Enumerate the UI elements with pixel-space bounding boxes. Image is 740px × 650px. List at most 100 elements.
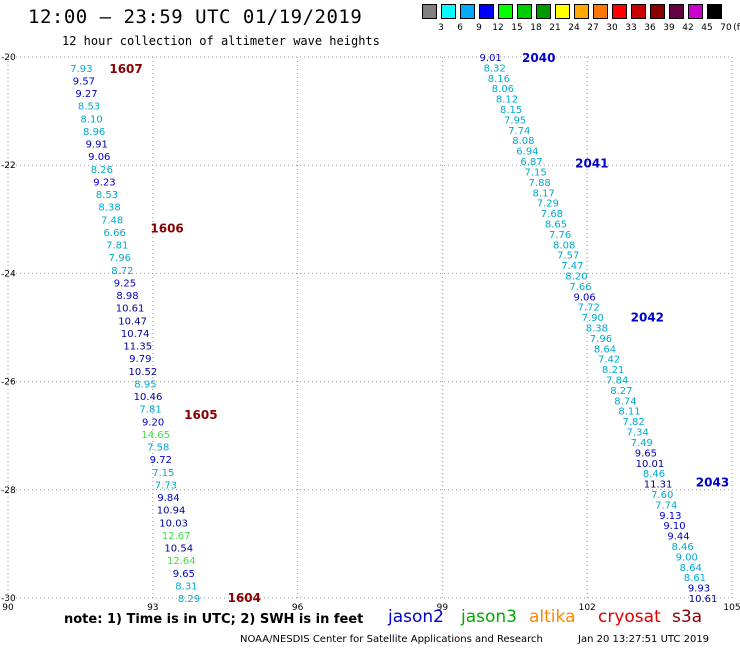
pass-label: 2041 bbox=[575, 156, 608, 170]
swh-value: 8.46 bbox=[671, 542, 693, 553]
y-tick-label: -24 bbox=[1, 269, 16, 279]
swh-value: 8.29 bbox=[178, 594, 200, 605]
swh-value: 9.00 bbox=[676, 552, 698, 563]
legend-s3a: s3a bbox=[672, 607, 703, 627]
pass-label: 2042 bbox=[631, 311, 664, 325]
legend-swatch bbox=[650, 4, 665, 19]
legend-label: 39 bbox=[663, 23, 675, 33]
swh-value: 8.20 bbox=[565, 271, 587, 282]
legend-swatch bbox=[612, 4, 627, 19]
legend-label: 6 bbox=[457, 23, 463, 33]
legend-label: 33 bbox=[625, 23, 637, 33]
swh-value: 8.96 bbox=[83, 127, 105, 138]
y-tick-label: -30 bbox=[1, 594, 16, 604]
swh-value: 7.96 bbox=[590, 334, 612, 345]
legend-swatch bbox=[536, 4, 551, 19]
swh-value: 8.46 bbox=[643, 469, 665, 480]
legend-swatch bbox=[555, 4, 570, 19]
swh-value: 7.95 bbox=[504, 115, 526, 126]
y-tick-label: -22 bbox=[1, 161, 16, 171]
swh-value: 6.94 bbox=[516, 147, 538, 158]
legend-label: 30 bbox=[606, 23, 618, 33]
swh-value: 7.48 bbox=[101, 215, 123, 226]
swh-value: 9.72 bbox=[150, 455, 172, 466]
legend-swatch bbox=[574, 4, 589, 19]
pass-label: 1606 bbox=[150, 221, 183, 235]
legend-label: 15 bbox=[511, 23, 523, 33]
swh-value: 7.47 bbox=[561, 261, 583, 272]
legend-jason2: jason2 bbox=[388, 607, 444, 627]
swh-value: 7.66 bbox=[569, 282, 591, 293]
legend-swatch bbox=[441, 4, 456, 19]
swh-value: 7.49 bbox=[631, 438, 653, 449]
swh-value: 8.74 bbox=[614, 396, 636, 407]
legend-swatch bbox=[460, 4, 475, 19]
swh-value: 7.76 bbox=[549, 230, 571, 241]
swh-value: 7.74 bbox=[508, 126, 530, 137]
swh-value: 9.10 bbox=[663, 521, 685, 532]
x-tick-label: 102 bbox=[579, 603, 596, 613]
swh-value: 7.93 bbox=[70, 64, 92, 75]
swh-value: 9.84 bbox=[157, 493, 179, 504]
legend-swatch bbox=[479, 4, 494, 19]
swh-value: 11.31 bbox=[644, 480, 673, 491]
legend-label: 27 bbox=[587, 23, 599, 33]
swh-value: 8.16 bbox=[488, 74, 510, 85]
swh-value: 10.01 bbox=[636, 459, 665, 470]
swh-value: 12.64 bbox=[167, 556, 196, 567]
legend-swatch bbox=[669, 4, 684, 19]
swh-value: 12.67 bbox=[162, 531, 191, 542]
swh-value: 8.61 bbox=[684, 573, 706, 584]
y-tick-label: -26 bbox=[1, 378, 16, 388]
legend-swatch bbox=[631, 4, 646, 19]
footer-note: note: 1) Time is in UTC; 2) SWH is in fe… bbox=[64, 612, 364, 627]
swh-value: 9.65 bbox=[635, 448, 657, 459]
page-title: 12:00 – 23:59 UTC 01/19/2019 bbox=[28, 6, 363, 28]
swh-value: 14.65 bbox=[141, 430, 170, 441]
swh-value: 7.68 bbox=[541, 209, 563, 220]
swh-value: 10.54 bbox=[164, 544, 193, 555]
page-subtitle: 12 hour collection of altimeter wave hei… bbox=[62, 34, 380, 48]
legend-unit: (ft) bbox=[733, 23, 740, 33]
swh-value: 7.84 bbox=[606, 376, 628, 387]
legend-jason3: jason3 bbox=[461, 607, 517, 627]
swh-value: 8.15 bbox=[500, 105, 522, 116]
pass-label: 1604 bbox=[228, 591, 261, 605]
legend-label: 18 bbox=[530, 23, 542, 33]
swh-value: 9.44 bbox=[667, 532, 689, 543]
swh-value: 8.27 bbox=[610, 386, 632, 397]
swh-value: 7.90 bbox=[582, 313, 604, 324]
swh-value: 8.11 bbox=[618, 407, 640, 418]
pass-label: 1607 bbox=[109, 62, 142, 76]
swh-value: 10.47 bbox=[118, 316, 147, 327]
swh-value: 9.93 bbox=[688, 584, 710, 595]
timestamp-text: Jan 20 13:27:51 UTC 2019 bbox=[578, 634, 710, 645]
swh-value: 6.87 bbox=[520, 157, 542, 168]
swh-value: 8.53 bbox=[78, 102, 100, 113]
swh-value: 7.60 bbox=[651, 490, 673, 501]
swh-value: 8.64 bbox=[594, 344, 616, 355]
legend-label: 42 bbox=[682, 23, 694, 33]
swh-value: 8.32 bbox=[484, 63, 506, 74]
legend-label: 36 bbox=[644, 23, 656, 33]
swh-value: 8.38 bbox=[98, 203, 120, 214]
swh-value: 7.58 bbox=[147, 443, 169, 454]
swh-value: 8.06 bbox=[492, 84, 514, 95]
x-tick-label: 105 bbox=[723, 603, 740, 613]
swh-value: 10.03 bbox=[159, 518, 188, 529]
swh-value: 7.29 bbox=[537, 199, 559, 210]
swh-value: 10.94 bbox=[157, 506, 186, 517]
swh-value: 8.08 bbox=[553, 240, 575, 251]
swh-value: 9.27 bbox=[75, 89, 97, 100]
swh-value: 10.52 bbox=[129, 367, 158, 378]
swh-value: 9.01 bbox=[480, 53, 502, 64]
swh-value: 8.31 bbox=[175, 581, 197, 592]
legend-swatch bbox=[517, 4, 532, 19]
legend-altika: altika bbox=[529, 607, 576, 627]
legend-label: 12 bbox=[492, 23, 504, 33]
legend-label: 24 bbox=[568, 23, 580, 33]
swh-value: 8.72 bbox=[111, 266, 133, 277]
swh-value: 7.34 bbox=[627, 428, 649, 439]
